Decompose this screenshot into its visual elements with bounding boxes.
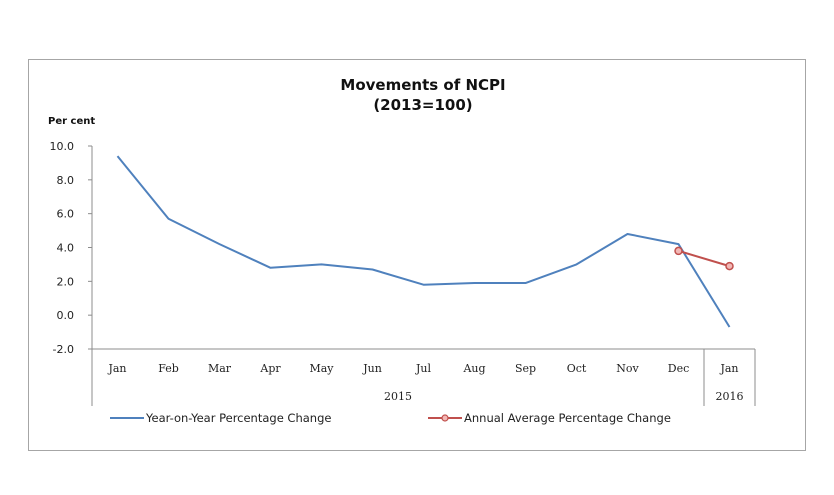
category-label: Jan: [107, 362, 126, 375]
category-label: Mar: [208, 362, 232, 375]
category-label: Apr: [259, 362, 281, 375]
category-label: Oct: [567, 362, 587, 375]
category-label: Nov: [616, 362, 639, 375]
category-label: May: [309, 362, 334, 375]
legend-marker: [441, 414, 449, 422]
category-label: Jul: [415, 362, 431, 375]
y-tick-label: 0.0: [57, 309, 75, 322]
y-tick-labels: 10.0 8.0 6.0 4.0 2.0 0.0 -2.0: [50, 140, 75, 356]
group-label: 2016: [716, 390, 744, 403]
chart-frame: [28, 59, 806, 451]
category-labels: Jan Feb Mar Apr May Jun Jul Aug Sep Oct Nov Dec Jan 2…: [107, 362, 743, 403]
series-line: [116, 155, 731, 328]
data-point: [725, 261, 734, 271]
y-tick-label: -2.0: [53, 343, 74, 356]
chart-subtitle: (2013=100): [373, 96, 472, 114]
y-axis-label: Per cent: [48, 116, 95, 127]
category-label: Aug: [462, 362, 485, 375]
data-point: [674, 246, 683, 256]
category-label: Feb: [158, 362, 179, 375]
category-label: Dec: [668, 362, 690, 375]
series-line: [678, 249, 730, 268]
category-label: Sep: [515, 362, 536, 375]
category-label: Jun: [362, 362, 382, 375]
legend-label: Year-on-Year Percentage Change: [145, 411, 331, 425]
chart-title: Movements of NCPI: [340, 76, 505, 94]
series-lines: [116, 155, 734, 328]
y-tick-label: 10.0: [50, 140, 75, 153]
group-label: 2015: [384, 390, 412, 403]
y-tick-label: 8.0: [57, 174, 75, 187]
y-tick-label: 2.0: [57, 275, 75, 288]
category-label: Jan: [719, 362, 738, 375]
y-tick-label: 4.0: [57, 242, 75, 255]
y-tick-label: 6.0: [57, 208, 75, 221]
legend: Year-on-Year Percentage Change Annual Ave…: [110, 411, 671, 425]
axes: [88, 145, 756, 406]
legend-label: Annual Average Percentage Change: [464, 411, 671, 425]
